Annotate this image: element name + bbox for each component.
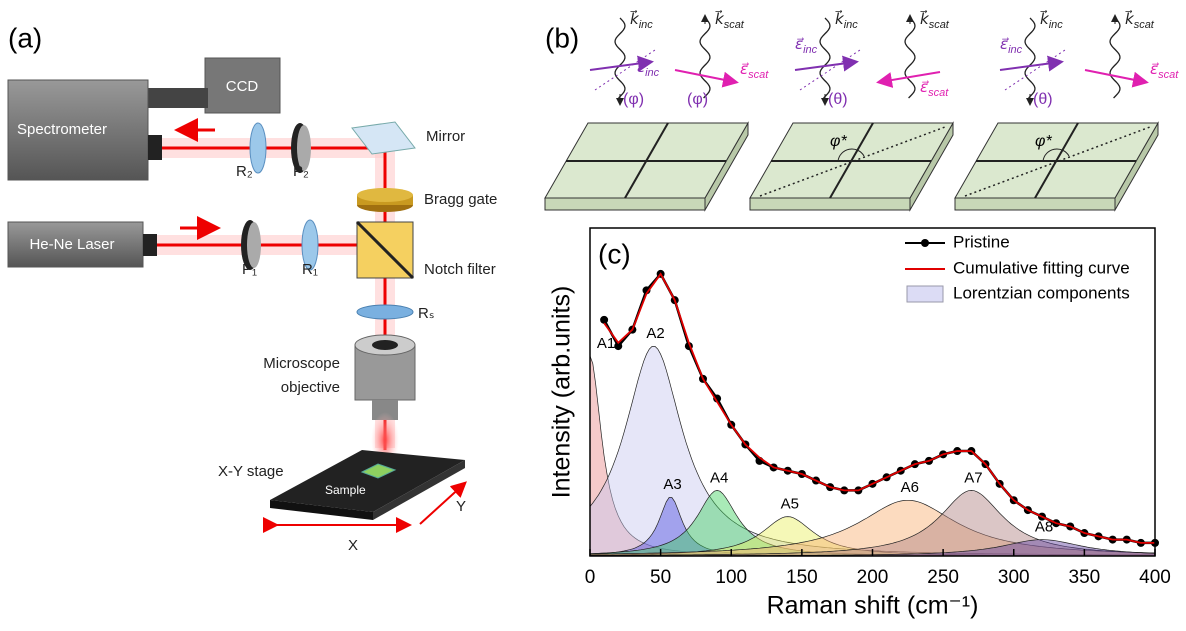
subscript: inc [645, 67, 660, 79]
vector-label: k⃗scat [1124, 9, 1154, 31]
polarization [795, 62, 855, 70]
x-axis-title: Raman shift (cm⁻¹) [767, 592, 979, 620]
x-tick-label: 0 [585, 567, 596, 588]
panel-label: (a) [8, 22, 42, 53]
label: Bragg gate [424, 191, 497, 208]
wave [615, 18, 625, 98]
y-axis-title: Intensity (arb.units) [548, 286, 576, 499]
data-point [600, 316, 608, 324]
label: Notch filter [424, 261, 496, 278]
label: Mirror [426, 128, 465, 145]
wave [820, 18, 830, 98]
x-tick-label: 50 [650, 567, 671, 588]
label: Rₛ [418, 305, 434, 322]
label: Microscope [263, 355, 340, 372]
polarization [1000, 62, 1060, 70]
plate-side [955, 198, 1115, 210]
label: P₁ [242, 261, 257, 278]
x-tick-label: 100 [715, 567, 747, 588]
shape [372, 340, 398, 350]
vector-label: k⃗inc [629, 9, 653, 31]
angle-label: φ* [830, 133, 847, 150]
label: Y [456, 498, 466, 515]
plate-side [750, 198, 910, 210]
label: CCD [226, 78, 259, 95]
legend-marker [921, 239, 929, 247]
subscript: scat [1158, 69, 1179, 81]
panel-label: (c) [598, 238, 631, 269]
x-tick-label: 150 [786, 567, 818, 588]
subscript: scat [929, 19, 950, 31]
x-tick-label: 250 [927, 567, 959, 588]
vector-label: ε⃗inc [795, 36, 818, 56]
vector-label: ε⃗scat [740, 61, 769, 81]
label: objective [281, 379, 340, 396]
legend-label: Lorentzian components [953, 283, 1130, 302]
vector-label: ε⃗scat [1150, 61, 1179, 81]
x-tick-label: 350 [1069, 567, 1101, 588]
component-label: A3 [663, 476, 681, 493]
component-label: A6 [901, 479, 919, 496]
wave [700, 18, 710, 98]
subscript: inc [1008, 44, 1023, 56]
angle-label: φ* [1035, 133, 1052, 150]
vector-label: ε⃗inc [1000, 36, 1023, 56]
shape [357, 188, 413, 202]
raman-chart: (c) A1A2A3A4A5A6A7A805010015020025030035… [548, 228, 1171, 620]
label: He-Ne Laser [29, 236, 114, 253]
shape [148, 135, 162, 160]
scattering-geometry: k⃗inc k⃗scat ε⃗inc ε⃗scat (φ) (φ) k⃗inc k⃗scat ε… [545, 9, 1179, 210]
label: Sample [325, 483, 366, 497]
angle-label: (φ) [623, 91, 644, 108]
vector-label: k⃗scat [919, 9, 949, 31]
component-label: A2 [646, 325, 664, 342]
plate-side [545, 198, 705, 210]
legend-label: Cumulative fitting curve [953, 258, 1130, 277]
x-tick-label: 400 [1139, 567, 1171, 588]
subscript: scat [724, 19, 745, 31]
component-label: A5 [781, 496, 799, 513]
vector-label: ε⃗scat [920, 79, 949, 99]
label: R₂ [236, 163, 253, 180]
label: X [348, 537, 358, 554]
legend-swatch [907, 286, 943, 302]
label: P₂ [293, 163, 309, 180]
shape [148, 88, 208, 108]
x-tick-label: 300 [998, 567, 1030, 588]
angle-label: (θ) [1033, 91, 1053, 108]
label: X-Y stage [218, 463, 284, 480]
panel-label: (b) [545, 22, 579, 53]
angle-label: (φ) [687, 91, 708, 108]
wave [1110, 18, 1120, 98]
wave [905, 18, 915, 98]
label: Spectrometer [17, 121, 107, 138]
figure: (a) CCD Spectrometer He-Ne Laser Mirror … [0, 0, 1186, 631]
x-tick-label: 200 [857, 567, 889, 588]
component-label: A7 [964, 469, 982, 486]
vector-label: k⃗scat [714, 9, 744, 31]
subscript: inc [639, 19, 654, 31]
subscript: scat [928, 87, 949, 99]
shape [143, 234, 157, 256]
subscript: inc [803, 44, 818, 56]
setup-diagram: (a) CCD Spectrometer He-Ne Laser Mirror … [8, 22, 497, 554]
shape [357, 305, 413, 319]
wave [1025, 18, 1035, 98]
legend-label: Pristine [953, 232, 1010, 251]
subscript: inc [844, 19, 859, 31]
subscript: inc [1049, 19, 1064, 31]
subscript: scat [1134, 19, 1155, 31]
vector-label: k⃗inc [1039, 9, 1063, 31]
vector-label: k⃗inc [834, 9, 858, 31]
label: R₁ [302, 261, 318, 278]
component-label: A4 [710, 469, 728, 486]
subscript: scat [748, 69, 769, 81]
angle-label: (θ) [828, 91, 848, 108]
